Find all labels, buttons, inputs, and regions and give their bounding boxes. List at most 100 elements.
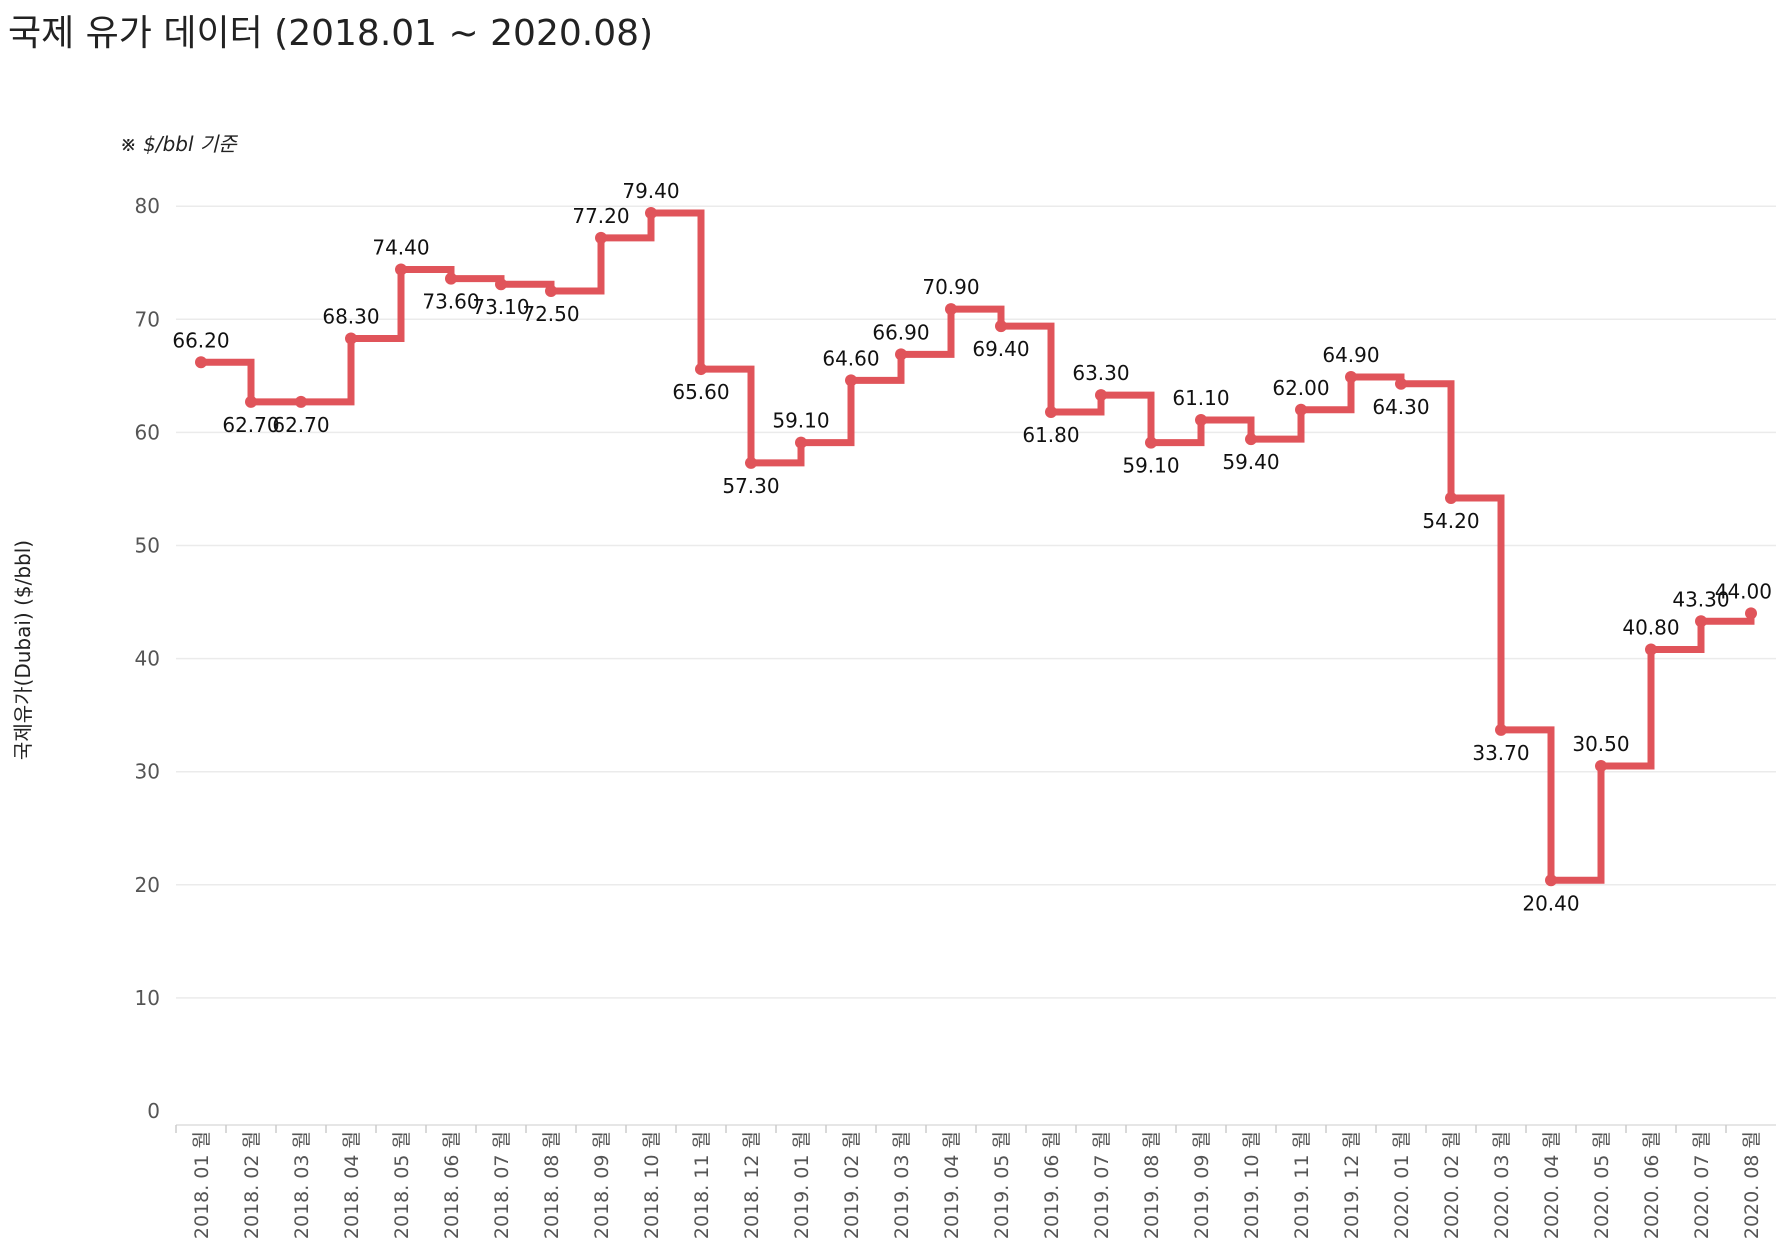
data-point bbox=[495, 278, 507, 291]
x-tick-label: 2019. 02 월 bbox=[841, 1131, 863, 1239]
data-point bbox=[1295, 403, 1307, 416]
data-label: 57.30 bbox=[722, 474, 779, 498]
data-label: 64.90 bbox=[1322, 343, 1379, 367]
x-tick-label: 2020. 02 월 bbox=[1441, 1131, 1463, 1239]
data-label: 66.90 bbox=[872, 320, 929, 344]
y-tick-label: 10 bbox=[135, 986, 160, 1010]
data-point bbox=[1395, 377, 1407, 390]
data-point bbox=[995, 320, 1007, 333]
x-tick-label: 2019. 04 월 bbox=[941, 1131, 963, 1239]
data-point bbox=[545, 285, 557, 298]
grid-lines bbox=[176, 205, 1776, 999]
data-point bbox=[1495, 723, 1507, 736]
data-label: 70.90 bbox=[922, 275, 979, 299]
data-label: 30.50 bbox=[1572, 732, 1629, 756]
y-tick-label: 80 bbox=[135, 194, 160, 218]
data-label: 20.40 bbox=[1522, 891, 1579, 915]
data-label: 59.10 bbox=[1122, 454, 1179, 478]
y-tick-label: 60 bbox=[135, 420, 160, 444]
unit-note: ※ $/bbl 기준 bbox=[120, 132, 238, 156]
data-label: 54.20 bbox=[1422, 509, 1479, 533]
data-label: 62.70 bbox=[272, 413, 329, 437]
data-point bbox=[845, 374, 857, 387]
data-label: 59.10 bbox=[772, 409, 829, 433]
data-label: 79.40 bbox=[622, 179, 679, 203]
x-tick-label: 2019. 08 월 bbox=[1141, 1131, 1163, 1239]
data-label: 59.40 bbox=[1222, 450, 1279, 474]
data-label: 73.60 bbox=[422, 290, 479, 314]
data-label: 64.30 bbox=[1372, 395, 1429, 419]
data-label: 66.20 bbox=[172, 328, 229, 352]
x-tick-label: 2018. 05 월 bbox=[391, 1131, 413, 1239]
data-label: 62.00 bbox=[1272, 376, 1329, 400]
data-label: 62.70 bbox=[222, 413, 279, 437]
x-tick-label: 2019. 01 월 bbox=[791, 1131, 813, 1239]
data-label: 64.60 bbox=[822, 346, 879, 370]
y-tick-label: 0 bbox=[147, 1099, 160, 1123]
data-point bbox=[695, 363, 707, 376]
chart-title: 국제 유가 데이터 (2018.01 ~ 2020.08) bbox=[8, 13, 654, 54]
data-label: 40.80 bbox=[1622, 616, 1679, 640]
x-tick-label: 2018. 09 월 bbox=[591, 1131, 613, 1239]
y-tick-label: 40 bbox=[135, 647, 160, 671]
data-label: 69.40 bbox=[972, 337, 1029, 361]
data-point bbox=[1245, 433, 1257, 446]
y-tick-label: 30 bbox=[135, 760, 160, 784]
x-tick-label: 2018. 10 월 bbox=[641, 1131, 663, 1239]
x-axis-ticks: 2018. 01 월 2018. 02 월 2018. 03 월 2018. 04 월… bbox=[175, 1124, 1776, 1239]
x-tick-label: 2019. 05 월 bbox=[991, 1131, 1013, 1239]
x-tick-label: 2019. 03 월 bbox=[891, 1131, 913, 1239]
x-tick-label: 2019. 11 월 bbox=[1291, 1131, 1313, 1239]
x-tick-label: 2019. 07 월 bbox=[1091, 1131, 1113, 1239]
data-label: 33.70 bbox=[1472, 741, 1529, 765]
data-label: 43.30 bbox=[1672, 587, 1729, 611]
y-axis-ticks: 0 10 20 30 40 50 60 70 80 bbox=[135, 194, 160, 1123]
x-tick-label: 2019. 06 월 bbox=[1041, 1131, 1063, 1239]
data-point bbox=[1645, 643, 1657, 656]
data-point bbox=[595, 231, 607, 244]
data-point bbox=[895, 348, 907, 361]
data-point bbox=[1545, 874, 1557, 887]
data-point bbox=[445, 272, 457, 285]
data-point bbox=[1095, 389, 1107, 402]
data-label: 72.50 bbox=[522, 302, 579, 326]
data-point bbox=[795, 436, 807, 449]
data-label: 44.00 bbox=[1715, 579, 1772, 603]
y-tick-label: 50 bbox=[135, 534, 160, 558]
x-tick-label: 2019. 09 월 bbox=[1191, 1131, 1213, 1239]
data-point bbox=[1445, 491, 1457, 504]
x-tick-label: 2020. 04 월 bbox=[1541, 1131, 1563, 1239]
data-label: 73.10 bbox=[472, 295, 529, 319]
x-tick-label: 2018. 02 월 bbox=[241, 1131, 263, 1239]
x-tick-label: 2018. 01 월 bbox=[191, 1131, 213, 1239]
data-point bbox=[195, 356, 207, 369]
data-label: 68.30 bbox=[322, 305, 379, 329]
data-label: 65.60 bbox=[672, 380, 729, 404]
data-point bbox=[1145, 436, 1157, 449]
data-point bbox=[395, 263, 407, 276]
x-tick-label: 2020. 05 월 bbox=[1591, 1131, 1613, 1239]
data-point bbox=[345, 332, 357, 345]
data-label: 77.20 bbox=[572, 204, 629, 228]
x-tick-label: 2020. 01 월 bbox=[1391, 1131, 1413, 1239]
y-tick-label: 70 bbox=[135, 307, 160, 331]
data-point bbox=[1695, 615, 1707, 628]
data-label: 61.80 bbox=[1022, 423, 1079, 447]
x-tick-label: 2018. 08 월 bbox=[541, 1131, 563, 1239]
data-point bbox=[295, 395, 307, 408]
data-point bbox=[945, 303, 957, 316]
data-points bbox=[195, 206, 1757, 887]
data-label: 63.30 bbox=[1072, 361, 1129, 385]
x-tick-label: 2020. 06 월 bbox=[1641, 1131, 1663, 1239]
data-point bbox=[1195, 413, 1207, 426]
x-tick-label: 2018. 03 월 bbox=[291, 1131, 313, 1239]
x-tick-label: 2019. 12 월 bbox=[1341, 1131, 1363, 1239]
y-tick-label: 20 bbox=[135, 873, 160, 897]
data-point bbox=[1345, 370, 1357, 383]
data-point bbox=[1045, 406, 1057, 419]
x-tick-label: 2018. 07 월 bbox=[491, 1131, 513, 1239]
data-point bbox=[1745, 607, 1757, 620]
x-tick-label: 2018. 11 월 bbox=[691, 1131, 713, 1239]
data-point bbox=[245, 395, 257, 408]
